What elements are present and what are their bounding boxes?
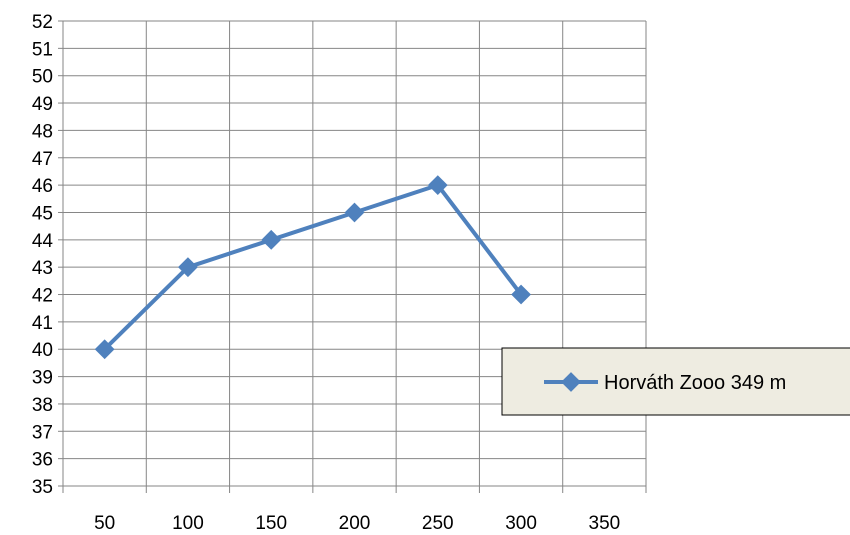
y-tick-label: 37 [32, 422, 53, 443]
y-tick-label: 42 [32, 286, 53, 307]
y-tick-label: 51 [32, 39, 53, 60]
y-tick-label: 40 [32, 340, 53, 361]
legend: Horváth Zooo 349 m [501, 347, 850, 416]
x-tick-label: 50 [94, 513, 115, 534]
grid [58, 20, 647, 493]
y-tick-label: 50 [32, 67, 53, 88]
data-point [427, 175, 448, 196]
x-tick-label: 350 [589, 513, 621, 534]
y-tick-label: 45 [32, 203, 53, 224]
data-point [511, 284, 531, 305]
x-tick-label: 100 [172, 513, 204, 534]
x-axis-ticks: 50 100 150 200 250 300 350 [94, 513, 620, 534]
data-point [178, 257, 198, 278]
legend-label: Horváth Zooo 349 m [604, 372, 786, 394]
y-tick-label: 48 [32, 121, 53, 142]
y-axis-ticks: 35 36 37 38 39 40 41 42 43 44 45 46 47 48 49 50 51 52 [32, 12, 54, 498]
y-tick-label: 38 [32, 395, 53, 416]
y-tick-label: 35 [32, 477, 53, 498]
y-tick-label: 49 [32, 94, 53, 115]
x-tick-label: 200 [339, 513, 371, 534]
y-tick-label: 44 [32, 231, 54, 252]
series-layer [94, 175, 531, 360]
y-tick-label: 52 [32, 12, 53, 33]
data-point [94, 339, 115, 360]
data-point [344, 202, 365, 223]
series-line [103, 183, 523, 351]
x-tick-label: 150 [255, 513, 287, 534]
y-tick-label: 41 [32, 313, 53, 334]
legend-marker [561, 372, 581, 392]
y-tick-label: 43 [32, 258, 53, 279]
x-tick-label: 300 [505, 513, 537, 534]
x-tick-label: 250 [422, 513, 454, 534]
y-tick-label: 47 [32, 149, 53, 170]
y-tick-label: 39 [32, 368, 53, 389]
y-tick-label: 36 [32, 450, 53, 471]
data-point [261, 229, 282, 250]
y-tick-label: 46 [32, 176, 53, 197]
